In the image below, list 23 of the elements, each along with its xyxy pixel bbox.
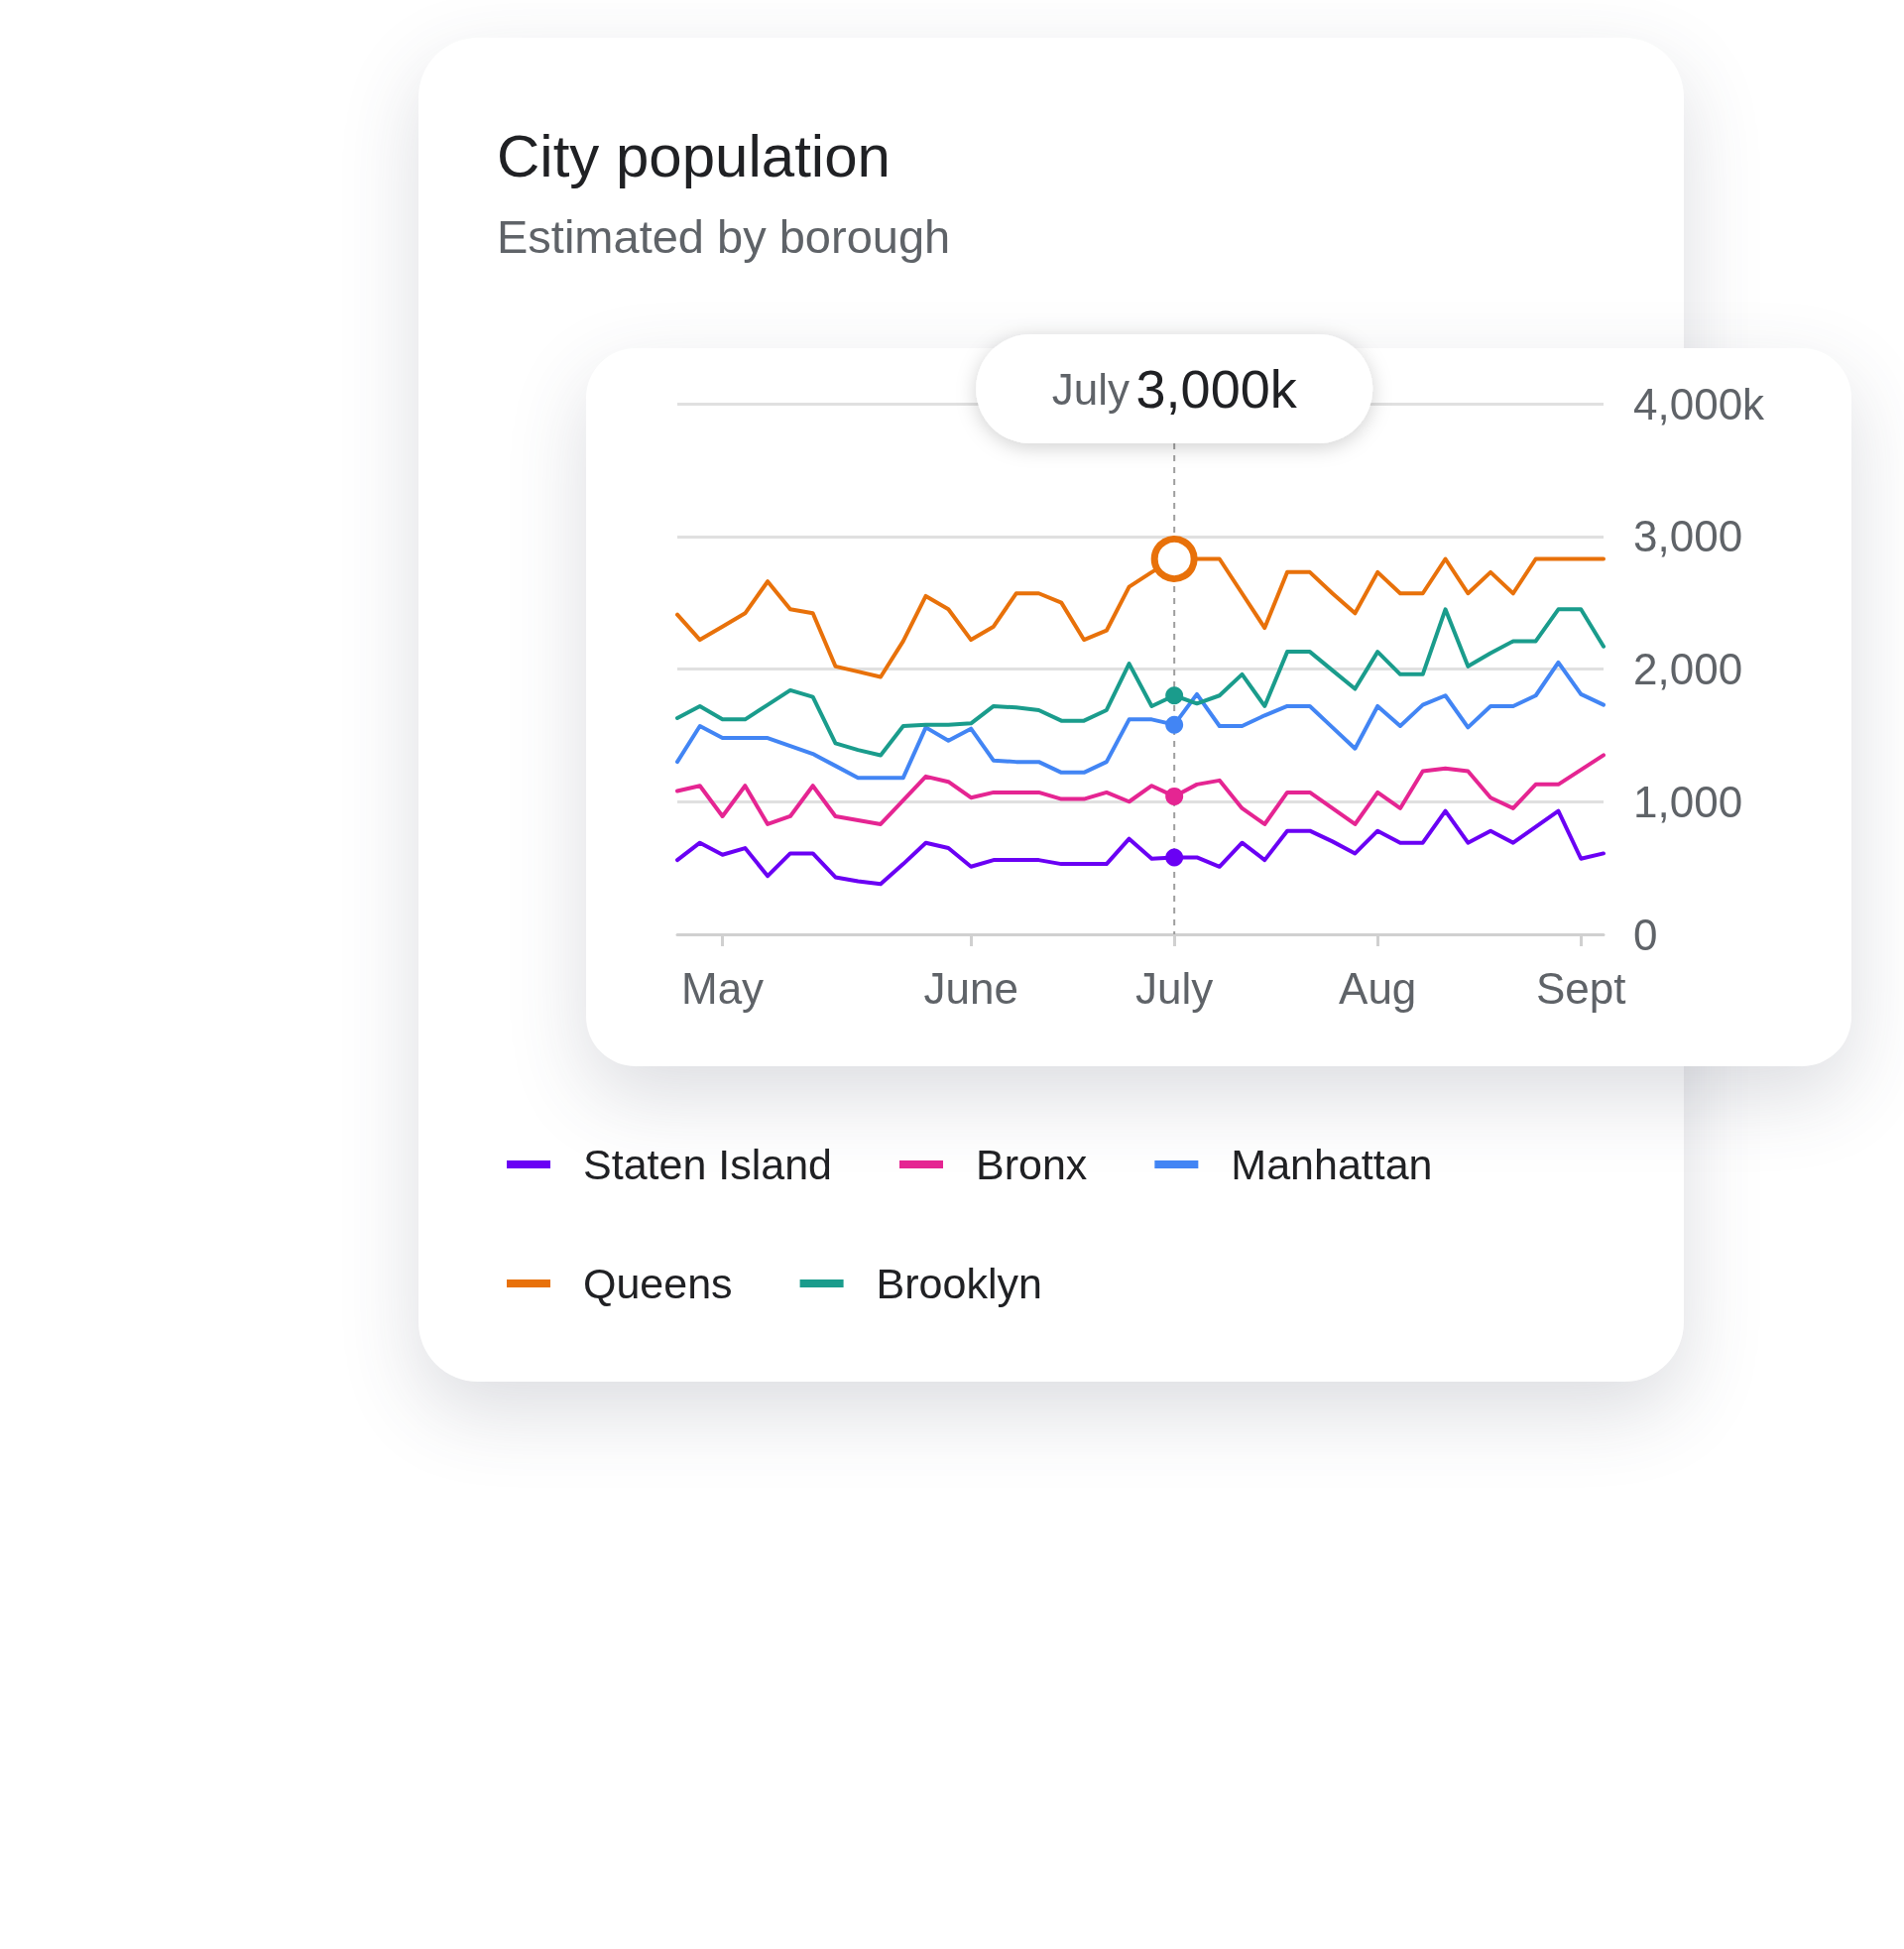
text: July bbox=[1051, 364, 1130, 414]
y-tick-label: 4,000k bbox=[1633, 379, 1766, 428]
ref-line-label: 3,000k bbox=[1135, 359, 1298, 419]
line-series bbox=[675, 753, 1606, 826]
legend-label: Bronx bbox=[976, 1141, 1088, 1188]
y-tick-label: 3,000 bbox=[1633, 512, 1743, 561]
x-tick-label: Aug bbox=[1339, 963, 1417, 1013]
x-tick-label: July bbox=[1135, 963, 1214, 1013]
chart-title: City population bbox=[497, 122, 891, 189]
y-tick-label: 1,000 bbox=[1633, 777, 1743, 826]
y-tick-label: 2,000 bbox=[1633, 645, 1743, 693]
legend-label: Queens bbox=[583, 1260, 733, 1307]
line-series bbox=[675, 607, 1606, 758]
y-tick-label: 0 bbox=[1633, 910, 1658, 959]
legend-label: Brooklyn bbox=[876, 1260, 1042, 1307]
chart-subtitle: Estimated by borough bbox=[497, 210, 951, 263]
x-tick-label: May bbox=[681, 963, 765, 1013]
line-series bbox=[675, 808, 1606, 887]
x-tick-label: June bbox=[923, 963, 1018, 1013]
legend-label: Staten Island bbox=[583, 1141, 833, 1188]
legend-label: Manhattan bbox=[1231, 1141, 1433, 1188]
line-series bbox=[675, 660, 1606, 781]
x-tick-label: Sept bbox=[1535, 963, 1626, 1013]
